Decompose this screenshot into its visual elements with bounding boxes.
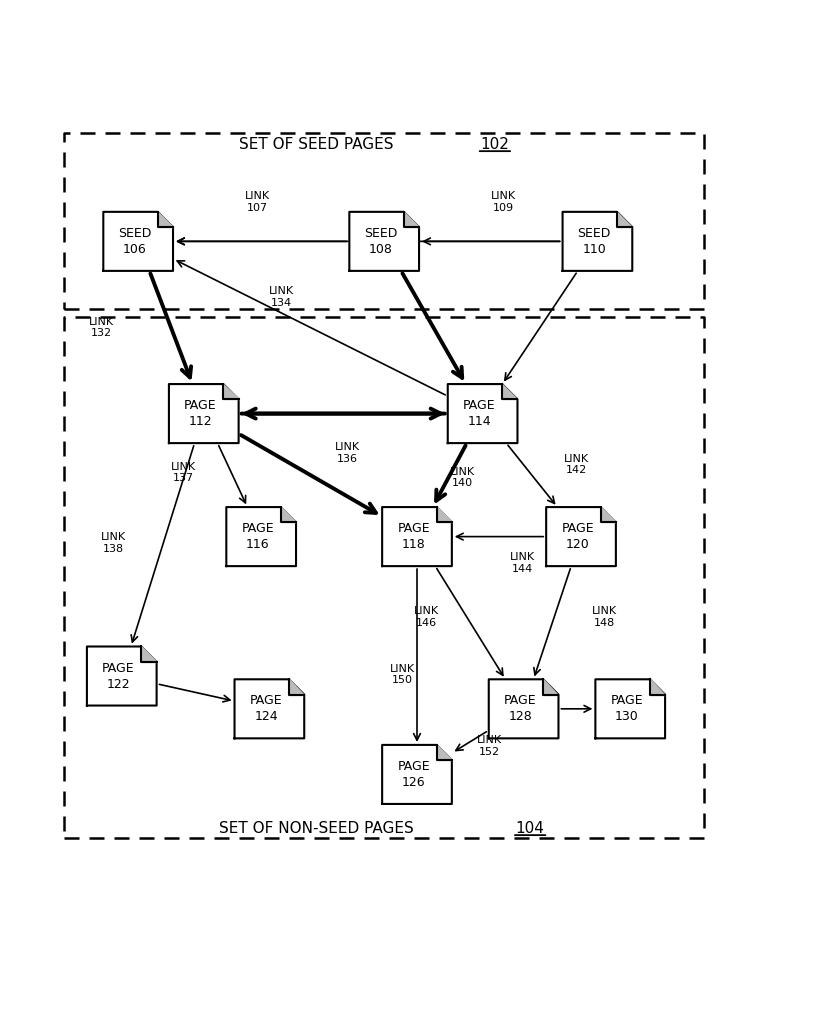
Polygon shape [546, 507, 615, 566]
Polygon shape [382, 507, 452, 566]
Text: LINK
152: LINK 152 [476, 735, 502, 757]
Polygon shape [103, 212, 173, 271]
Text: LINK
136: LINK 136 [334, 442, 359, 464]
Text: LINK
109: LINK 109 [490, 191, 515, 213]
Text: LINK
134: LINK 134 [269, 287, 294, 308]
Text: PAGE
122: PAGE 122 [103, 662, 135, 690]
Polygon shape [448, 384, 517, 443]
Polygon shape [617, 212, 632, 227]
Polygon shape [650, 679, 665, 694]
Polygon shape [436, 507, 452, 522]
Text: 102: 102 [480, 137, 510, 153]
Polygon shape [543, 679, 559, 694]
Text: LINK
140: LINK 140 [450, 467, 475, 488]
Text: LINK
150: LINK 150 [389, 664, 414, 685]
Polygon shape [595, 679, 665, 738]
Polygon shape [382, 744, 452, 804]
Polygon shape [87, 646, 157, 706]
Text: SET OF SEED PAGES: SET OF SEED PAGES [239, 137, 399, 153]
Polygon shape [226, 507, 296, 566]
Text: PAGE
114: PAGE 114 [463, 399, 495, 428]
Text: PAGE
116: PAGE 116 [242, 522, 274, 551]
Polygon shape [436, 744, 452, 760]
Text: PAGE
124: PAGE 124 [250, 694, 283, 723]
Text: PAGE
118: PAGE 118 [398, 522, 430, 551]
Text: LINK
132: LINK 132 [88, 316, 113, 338]
Text: SEED
106: SEED 106 [118, 227, 152, 256]
Text: SET OF NON-SEED PAGES: SET OF NON-SEED PAGES [219, 821, 419, 836]
Polygon shape [349, 212, 419, 271]
Text: LINK
144: LINK 144 [510, 552, 535, 573]
Polygon shape [234, 679, 304, 738]
Text: PAGE
112: PAGE 112 [184, 399, 217, 428]
Text: LINK
107: LINK 107 [244, 191, 269, 213]
Text: 104: 104 [515, 821, 545, 836]
Polygon shape [224, 384, 239, 399]
Polygon shape [169, 384, 239, 443]
Polygon shape [289, 679, 304, 694]
Polygon shape [404, 212, 419, 227]
Text: SEED
110: SEED 110 [577, 227, 610, 256]
Text: LINK
138: LINK 138 [101, 532, 126, 554]
Polygon shape [502, 384, 517, 399]
Text: PAGE
128: PAGE 128 [504, 694, 536, 723]
Text: PAGE
120: PAGE 120 [561, 522, 594, 551]
Text: LINK
142: LINK 142 [565, 454, 590, 475]
Polygon shape [141, 646, 157, 662]
Text: PAGE
126: PAGE 126 [398, 760, 430, 788]
Polygon shape [158, 212, 173, 227]
Text: LINK
146: LINK 146 [414, 606, 440, 628]
Text: SEED
108: SEED 108 [364, 227, 398, 256]
Polygon shape [489, 679, 559, 738]
Polygon shape [281, 507, 296, 522]
Text: LINK
137: LINK 137 [171, 462, 196, 483]
Polygon shape [563, 212, 632, 271]
Polygon shape [600, 507, 615, 522]
Text: PAGE
130: PAGE 130 [610, 694, 643, 723]
Text: LINK
148: LINK 148 [591, 606, 616, 628]
